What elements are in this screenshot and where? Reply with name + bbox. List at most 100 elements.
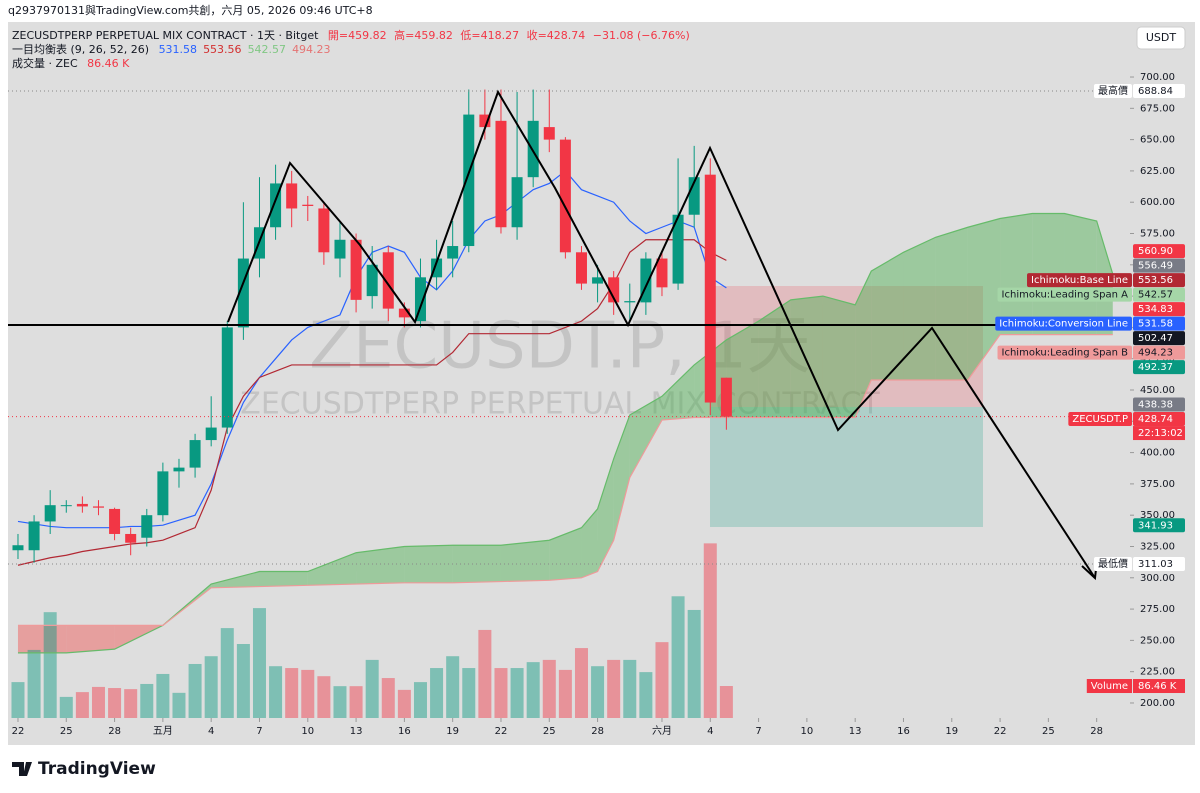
cloud [1000,213,1033,335]
price-label: 494.23 [1138,348,1173,359]
volume-bar [397,689,411,718]
volume-bar [591,666,605,718]
y-tick-label: 650.00 [1140,135,1175,146]
candle-body [672,214,684,284]
price-label: 556.49 [1138,261,1173,272]
volume-value: 86.46 K [87,57,130,70]
indicator: 一目均衡表 (9, 26, 52, 26) [12,42,149,56]
watermark: ZECUSDTPERP PERPETUAL MIX CONTRACT [240,387,880,422]
credit: q2937970131與TradingView.com共創，六月 05, 202… [8,3,373,17]
y-tick-label: 625.00 [1140,166,1175,177]
candle-body [366,264,378,297]
price-label-box [1133,83,1185,98]
indicator-value: 494.23 [292,43,331,56]
y-tick-label: 325.00 [1140,541,1175,552]
price-label-name-box [997,287,1132,302]
volume-bar [510,668,524,718]
currency[interactable]: USDT [1146,31,1177,44]
volume-bar [381,678,395,718]
x-tick-label: 28 [1090,726,1103,737]
price-label: 688.84 [1138,86,1173,97]
y-tick-label: 375.00 [1140,479,1175,490]
candle-body [382,252,394,309]
price-label-box [1133,331,1185,346]
cloud [211,571,260,588]
volume-bar [252,608,266,718]
cloud [613,415,630,541]
price-label-name-box [995,316,1132,331]
y-tick-label: 700.00 [1140,72,1175,83]
countdown: 22:13:02 [1138,428,1183,439]
candle-body [221,327,233,428]
price-label-box [1133,258,1185,273]
candle-body [350,239,362,300]
candle-body [559,139,571,253]
volume-bar [655,642,669,718]
candle-body [92,506,104,508]
volume-bar [607,659,621,718]
volume-bar [719,686,733,718]
volume-bar [75,692,89,718]
volume-bar [526,662,540,718]
volume-bar [413,682,427,718]
y-tick-label: 225.00 [1140,667,1175,678]
price-label-name: Ichimoku:Conversion Line [999,319,1128,330]
price-label: 542.57 [1138,290,1173,301]
y-tick-label: 575.00 [1140,229,1175,240]
cloud [581,508,598,578]
indicator-value: 531.58 [159,43,198,56]
cloud [307,552,357,586]
price-label: 428.74 [1138,414,1173,425]
volume-bar [156,673,170,718]
volume-bar [108,688,122,718]
position-target-zone [710,407,983,527]
trend-drawing [227,89,1096,579]
candle-body [640,258,652,303]
price-label-name: Ichimoku:Leading Span B [1002,348,1129,359]
volume-bar [349,686,363,718]
ohlc: 開=459.82 [328,29,387,42]
volume-bar [558,669,572,718]
price-label-box [1133,397,1185,412]
candle-body [318,208,330,253]
volume-label-box [1133,679,1185,694]
volume-bar [301,669,315,718]
logo: TradingView [38,759,156,779]
candle-body [608,277,620,303]
volume-bar [317,676,331,718]
candle-body [592,277,604,284]
volume-bar [59,696,73,718]
price-label: 534.83 [1138,304,1173,315]
cloud [597,458,614,572]
price-label-box [1133,287,1185,302]
candle-body [447,246,459,259]
price-label-name-box [1027,273,1132,288]
price-label-box [1133,412,1185,427]
candle-body [575,252,587,284]
indicator-value: 553.56 [203,43,242,56]
candle-body [479,114,491,128]
currency-button[interactable] [1136,26,1186,50]
price-label-box [1133,244,1185,259]
volume-bar [494,668,508,718]
x-tick-label: 16 [398,726,411,737]
candle-body [688,177,700,215]
y-tick-label: 250.00 [1140,635,1175,646]
price-label-box [1133,273,1185,288]
symbol: ZECUSDTPERP PERPETUAL MIX CONTRACT · 1天 … [12,29,319,42]
candle-body [414,277,426,322]
volume-bar [574,648,588,718]
x-tick-label: 28 [108,726,121,737]
cloud [935,227,968,380]
candle-body [463,114,475,247]
y-tick-label: 275.00 [1140,604,1175,615]
price-label-box [1133,316,1185,331]
price-label-name: Ichimoku:Leading Span A [1002,290,1129,301]
x-tick-label: 13 [350,726,363,737]
candle-body [189,440,201,468]
candle-body [205,427,217,441]
price-label: 492.37 [1138,362,1173,373]
x-tick-label: 25 [60,726,73,737]
price-label-box [1133,518,1185,533]
x-tick-label: 22 [994,726,1007,737]
